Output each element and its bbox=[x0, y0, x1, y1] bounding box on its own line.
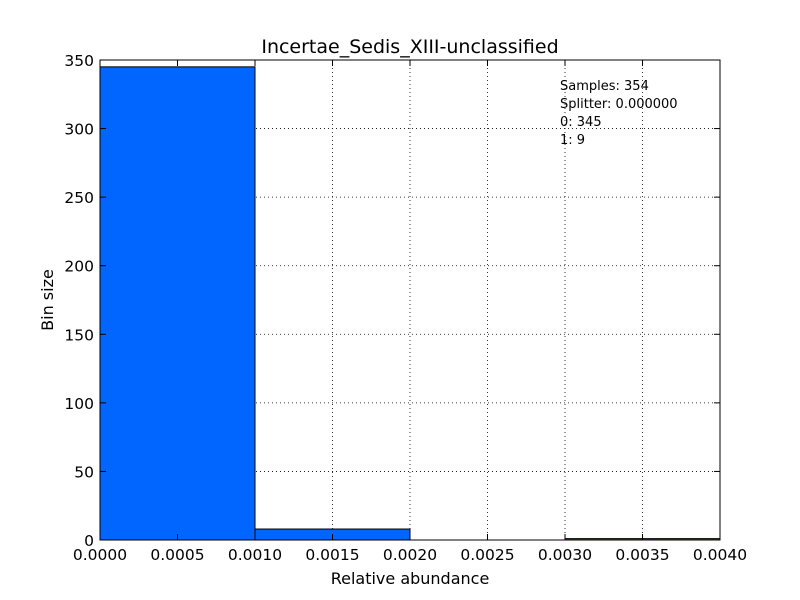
y-tick-label: 0 bbox=[84, 532, 94, 550]
stats-annotation-line: 0: 345 bbox=[560, 115, 602, 130]
x-tick-label: 0.0010 bbox=[228, 546, 282, 564]
y-tick-label: 100 bbox=[64, 395, 94, 413]
x-tick-label: 0.0025 bbox=[460, 546, 514, 564]
stats-annotation-line: 1: 9 bbox=[560, 133, 585, 148]
x-tick-label: 0.0020 bbox=[383, 546, 437, 564]
ticks: 0.0000 0.0005 0.0010 0.0015 0.0020 0.0025 0.00… bbox=[64, 52, 747, 564]
x-tick-label: 0.0005 bbox=[150, 546, 204, 564]
stats-annotation: Samples: 354 Splitter: 0.000000 0: 345 1: 9 bbox=[560, 79, 678, 148]
y-tick-label: 150 bbox=[64, 326, 94, 344]
y-tick-label: 250 bbox=[64, 189, 94, 207]
chart-title: Incertae_Sedis_XIII-unclassified bbox=[261, 36, 558, 58]
stats-annotation-line: Samples: 354 bbox=[560, 79, 649, 94]
y-axis-label: Bin size bbox=[38, 269, 57, 331]
histogram-bar bbox=[99, 66, 256, 541]
stats-annotation-line: Splitter: 0.000000 bbox=[560, 97, 678, 112]
x-tick-label: 0.0030 bbox=[538, 546, 592, 564]
x-tick-label: 0.0035 bbox=[615, 546, 669, 564]
x-tick-label: 0.0040 bbox=[693, 546, 747, 564]
x-axis-label: Relative abundance bbox=[331, 569, 490, 588]
y-tick-label: 50 bbox=[74, 463, 94, 481]
y-tick-label: 300 bbox=[64, 121, 94, 139]
x-tick-label: 0.0000 bbox=[73, 546, 127, 564]
y-tick-label: 350 bbox=[64, 52, 94, 70]
x-tick-label: 0.0015 bbox=[305, 546, 359, 564]
y-tick-label: 200 bbox=[64, 258, 94, 276]
